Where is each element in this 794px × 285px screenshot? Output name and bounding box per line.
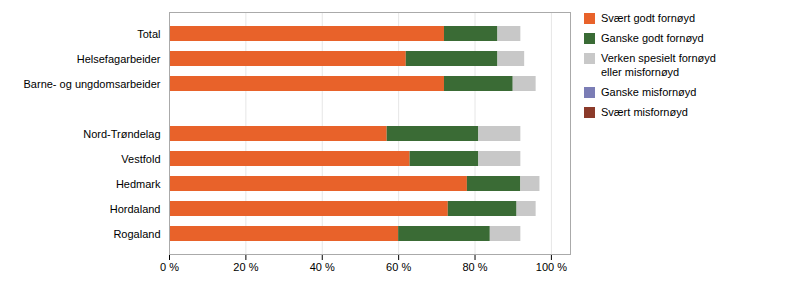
html-text:Ganske misfornøyd: Ganske misfornøyd (601, 85, 697, 98)
svg-text:80 %: 80 % (462, 261, 487, 273)
svg-text:40 %: 40 % (310, 261, 335, 273)
svg-text:Nord-Trøndelag: Nord-Trøndelag (83, 128, 160, 140)
svg-text:60 %: 60 % (386, 261, 411, 273)
svg-text:Helsefagarbeider: Helsefagarbeider (77, 53, 161, 65)
html-text:Svært misfornøyd: Svært misfornøyd (601, 105, 688, 118)
svg-text:Total: Total (137, 28, 160, 40)
html-text:Verken spesielt fornøyd eller: Verken spesielt fornøyd eller misfornøyd (601, 52, 716, 78)
svg-text:100 %: 100 % (536, 261, 567, 273)
svg-text:20 %: 20 % (233, 261, 258, 273)
svg-text:Rogaland: Rogaland (113, 228, 160, 240)
svg-text:Vestfold: Vestfold (121, 153, 160, 165)
svg-text:Hedmark: Hedmark (116, 178, 161, 190)
svg-text:0 %: 0 % (160, 261, 179, 273)
svg-text:Hordaland: Hordaland (110, 203, 161, 215)
html-text:Svært godt fornøyd: Svært godt fornøyd (601, 12, 696, 24)
svg-text:Barne- og ungdomsarbeider: Barne- og ungdomsarbeider (24, 78, 161, 90)
html-text:Ganske godt fornøyd: Ganske godt fornøyd (601, 32, 704, 45)
